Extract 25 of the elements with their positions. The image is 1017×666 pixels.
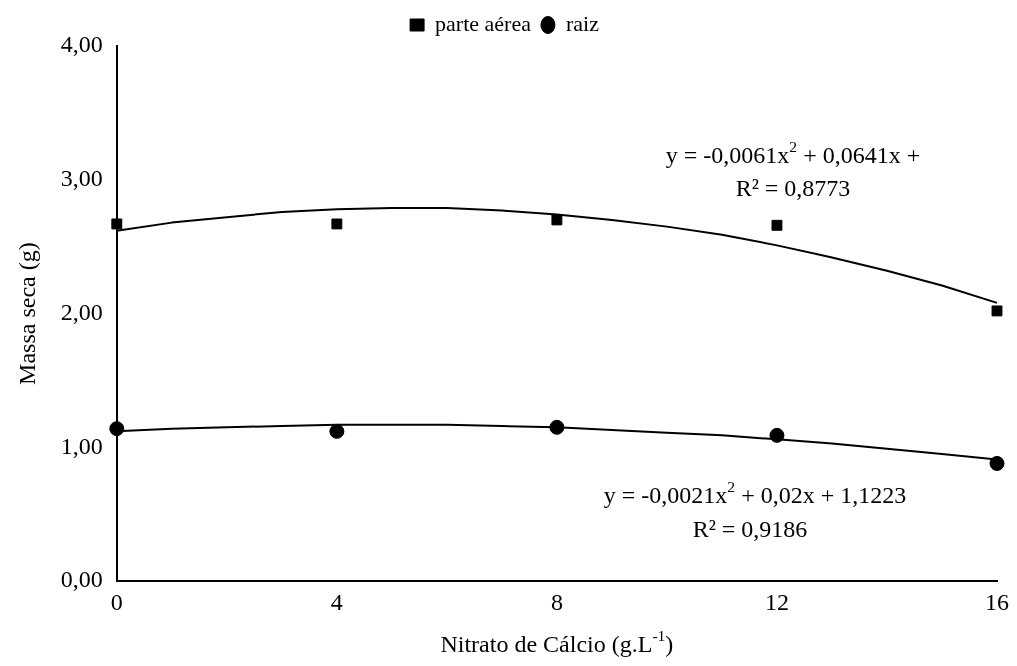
point — [549, 419, 565, 435]
x-tick-label: 8 — [550, 588, 563, 615]
y-tick-label: 3,00 — [60, 165, 103, 192]
point — [109, 421, 125, 437]
annotation: R² = 0,8773 — [735, 175, 851, 202]
point — [329, 423, 345, 439]
legend-label: raiz — [565, 10, 600, 36]
x-tick-label: 0 — [110, 588, 123, 615]
y-tick-label: 0,00 — [60, 566, 103, 593]
y-axis-title: Massa seca (g) — [13, 242, 40, 385]
point — [551, 214, 563, 226]
annotation: R² = 0,9186 — [692, 516, 808, 543]
point — [771, 219, 783, 231]
y-tick-label: 1,00 — [60, 432, 103, 459]
point — [111, 218, 123, 230]
x-tick-label: 4 — [330, 588, 343, 615]
point — [769, 427, 785, 443]
point — [991, 305, 1003, 317]
point — [331, 218, 343, 230]
x-tick-label: 12 — [764, 588, 789, 615]
x-tick-label: 16 — [985, 588, 1009, 615]
y-tick-label: 4,00 — [60, 31, 103, 58]
legend-label: parte aérea — [435, 10, 532, 36]
y-tick-label: 2,00 — [60, 298, 103, 325]
point — [989, 455, 1005, 471]
